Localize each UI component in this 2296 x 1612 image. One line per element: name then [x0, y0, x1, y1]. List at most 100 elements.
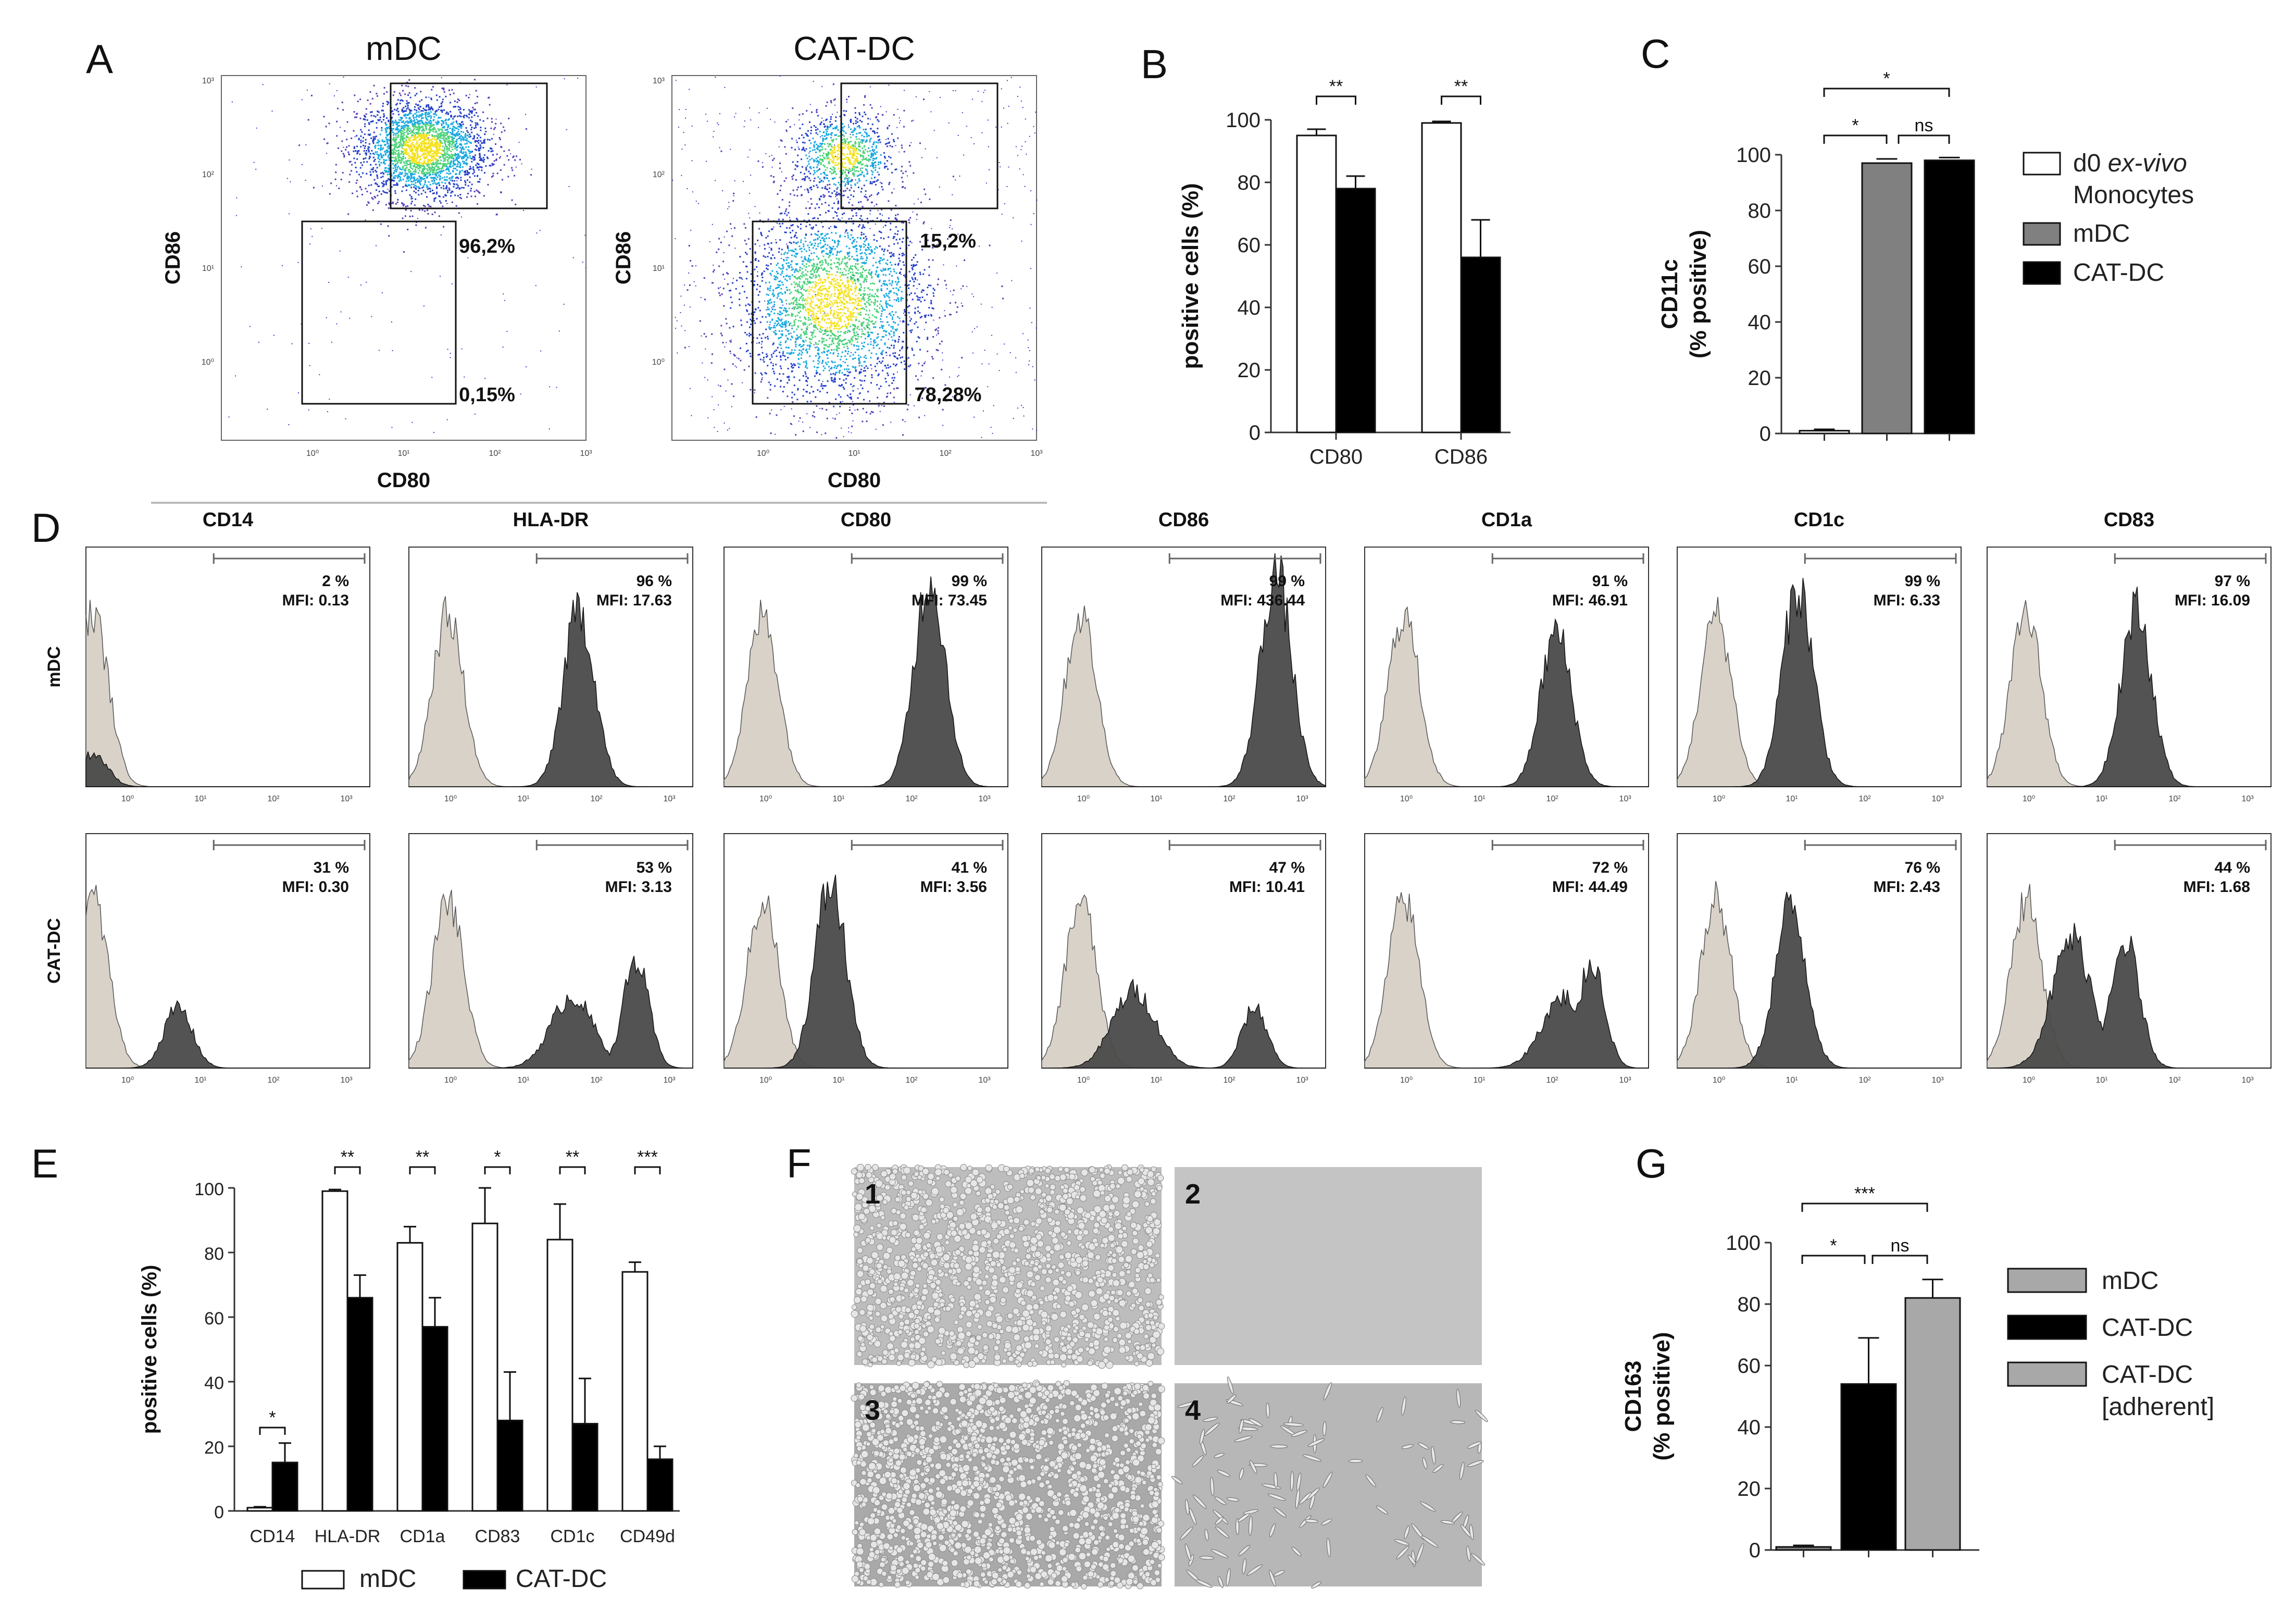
- event-dot: [408, 92, 410, 94]
- event-dot: [857, 162, 859, 164]
- event-dot: [824, 157, 826, 159]
- event-dot: [835, 138, 837, 140]
- event-dot: [399, 129, 401, 131]
- event-dot: [438, 133, 440, 135]
- event-dot: [865, 157, 867, 159]
- event-dot: [393, 152, 395, 154]
- event-dot: [399, 103, 401, 105]
- event-dot: [414, 113, 416, 115]
- event-dot: [774, 385, 776, 387]
- event-dot: [791, 396, 793, 399]
- event-dot: [426, 109, 428, 111]
- event-dot: [525, 128, 527, 130]
- event-dot: [397, 134, 400, 136]
- event-dot: [780, 274, 782, 276]
- event-dot: [804, 176, 806, 178]
- event-dot: [460, 143, 463, 145]
- event-dot: [916, 214, 918, 216]
- event-dot: [867, 391, 869, 393]
- event-dot: [426, 143, 428, 145]
- event-dot: [838, 242, 840, 244]
- event-dot: [852, 155, 854, 157]
- event-dot: [440, 187, 442, 189]
- event-dot: [842, 296, 844, 298]
- event-dot: [854, 160, 856, 163]
- event-dot: [459, 143, 461, 145]
- event-dot: [453, 162, 454, 164]
- event-dot: [846, 146, 848, 148]
- event-dot: [511, 167, 513, 169]
- event-dot: [823, 285, 825, 287]
- event-dot: [830, 320, 832, 322]
- event-dot: [447, 118, 450, 120]
- event-dot: [841, 292, 843, 294]
- event-dot: [814, 142, 816, 144]
- event-dot: [450, 162, 452, 164]
- event-dot: [448, 147, 451, 149]
- event-dot: [878, 388, 880, 390]
- event-dot: [376, 167, 378, 169]
- event-dot: [916, 341, 918, 343]
- event-dot: [456, 101, 458, 103]
- event-dot: [820, 233, 822, 235]
- event-dot: [805, 327, 807, 329]
- event-dot: [830, 118, 832, 120]
- event-dot: [346, 146, 348, 148]
- event-dot: [401, 158, 403, 160]
- event-dot: [866, 238, 868, 240]
- event-dot: [852, 313, 854, 315]
- event-dot: [397, 166, 400, 167]
- event-dot: [804, 178, 806, 180]
- event-dot: [435, 148, 438, 151]
- event-dot: [810, 386, 813, 388]
- sparse-event-dot: [526, 366, 527, 368]
- event-dot: [385, 180, 388, 182]
- event-dot: [406, 145, 408, 147]
- event-dot: [391, 186, 393, 188]
- event-dot: [867, 297, 869, 300]
- sparse-event-dot: [535, 86, 537, 88]
- event-dot: [891, 336, 893, 338]
- event-dot: [393, 171, 395, 173]
- event-dot: [826, 270, 827, 272]
- event-dot: [843, 312, 845, 314]
- event-dot: [463, 161, 465, 163]
- event-dot: [832, 139, 834, 141]
- event-dot: [794, 148, 796, 151]
- event-dot: [405, 174, 406, 176]
- event-dot: [761, 374, 763, 376]
- event-dot: [876, 145, 877, 147]
- event-dot: [448, 170, 450, 172]
- event-dot: [897, 324, 899, 326]
- event-dot: [429, 127, 431, 128]
- event-dot: [793, 251, 795, 253]
- event-dot: [428, 154, 430, 156]
- event-dot: [852, 131, 854, 133]
- event-dot: [802, 430, 804, 432]
- event-dot: [420, 110, 422, 112]
- event-dot: [842, 127, 844, 129]
- event-dot: [827, 155, 829, 157]
- event-dot: [832, 157, 834, 158]
- event-dot: [418, 179, 420, 181]
- event-dot: [413, 186, 415, 188]
- event-dot: [832, 303, 834, 305]
- event-dot: [754, 311, 756, 313]
- event-dot: [821, 142, 823, 144]
- event-dot: [840, 331, 842, 333]
- event-dot: [860, 324, 862, 326]
- event-dot: [415, 166, 417, 168]
- event-dot: [806, 133, 808, 135]
- event-dot: [455, 145, 457, 147]
- sparse-event-dot: [372, 140, 373, 142]
- event-dot: [915, 254, 917, 256]
- event-dot: [805, 263, 807, 265]
- event-dot: [825, 138, 827, 140]
- event-dot: [412, 115, 414, 117]
- event-dot: [462, 131, 464, 133]
- event-dot: [424, 210, 426, 212]
- event-dot: [396, 184, 397, 186]
- event-dot: [445, 137, 447, 139]
- event-dot: [859, 154, 862, 156]
- event-dot: [419, 158, 421, 160]
